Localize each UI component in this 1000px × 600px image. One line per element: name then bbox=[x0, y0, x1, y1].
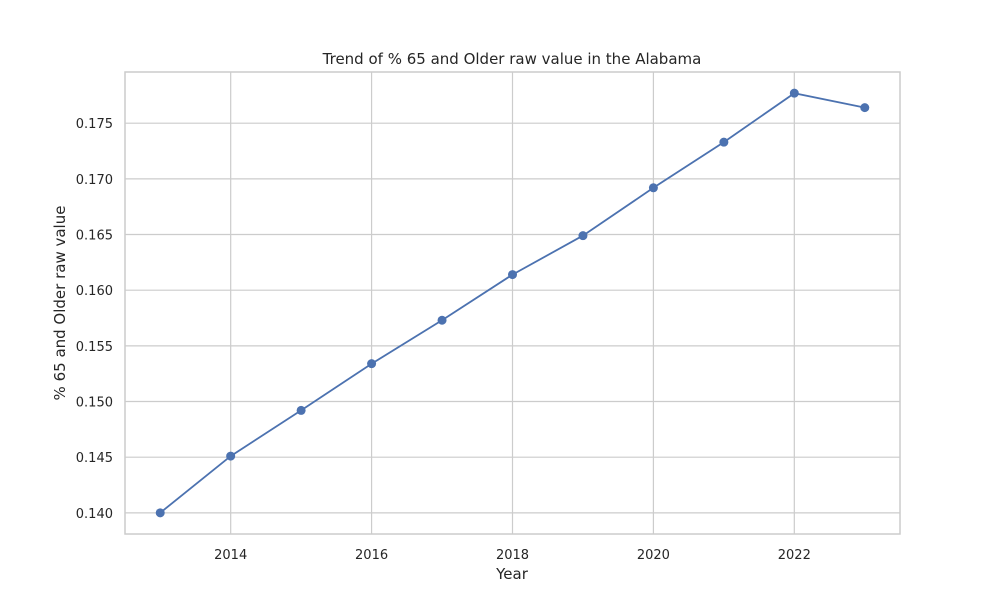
data-point bbox=[226, 451, 236, 461]
data-point bbox=[437, 315, 447, 325]
data-point bbox=[648, 183, 658, 193]
data-point bbox=[508, 270, 517, 280]
y-tick-label: 0.150 bbox=[76, 396, 113, 411]
y-tick-label: 0.170 bbox=[76, 173, 113, 188]
data-point bbox=[367, 359, 377, 369]
y-tick-label: 0.160 bbox=[76, 284, 113, 299]
y-axis-label: % 65 and Older raw value bbox=[51, 206, 69, 401]
data-point bbox=[578, 231, 588, 241]
data-point bbox=[789, 88, 799, 98]
series-layer bbox=[155, 88, 870, 518]
data-point bbox=[860, 103, 870, 113]
grid-lines bbox=[125, 72, 900, 534]
data-point bbox=[719, 137, 729, 147]
x-tick-label: 2014 bbox=[214, 548, 247, 563]
y-tick-label: 0.175 bbox=[76, 117, 113, 132]
x-axis-label: Year bbox=[495, 565, 529, 583]
plot-frame bbox=[124, 71, 901, 535]
x-tick-label: 2016 bbox=[355, 548, 388, 563]
y-tick-label: 0.145 bbox=[76, 451, 113, 466]
y-tick-label: 0.155 bbox=[76, 340, 113, 355]
chart-title: Trend of % 65 and Older raw value in the… bbox=[322, 50, 702, 68]
x-tick-label: 2022 bbox=[778, 548, 811, 563]
x-tick-label: 2020 bbox=[637, 548, 670, 563]
data-point bbox=[296, 405, 306, 415]
x-tick-labels: 2014 2016 2018 2020 2022 bbox=[214, 548, 811, 563]
y-tick-label: 0.165 bbox=[76, 229, 113, 244]
data-point bbox=[155, 508, 165, 518]
x-tick-label: 2018 bbox=[496, 548, 529, 563]
y-tick-labels: 0.140 0.145 0.150 0.155 0.160 0.165 0.170 0.175 bbox=[76, 117, 113, 522]
y-tick-label: 0.140 bbox=[76, 507, 113, 522]
